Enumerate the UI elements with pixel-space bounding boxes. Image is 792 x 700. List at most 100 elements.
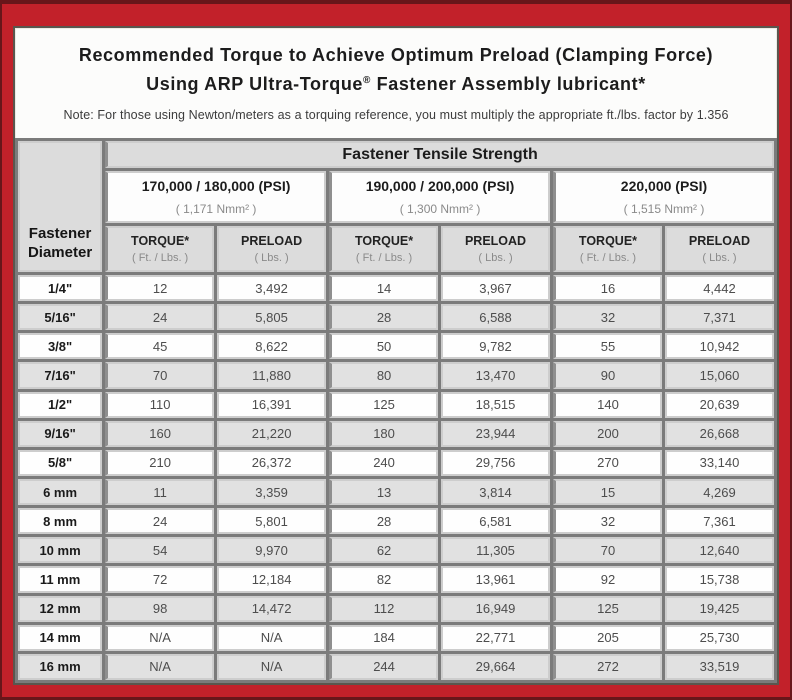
torque-cell: 82 [329,566,439,593]
table-row: 3/8" 45 8,622 50 9,782 55 10,942 [18,333,774,360]
torque-cell: 90 [553,362,662,389]
table-row: 7/16" 70 11,880 80 13,470 90 15,060 [18,362,774,389]
table-row: 12 mm 98 14,472 112 16,949 125 19,425 [18,595,774,622]
preload-units: ( Lbs. ) [702,252,737,264]
torque-cell: 12 [105,275,215,302]
torque-cell: N/A [105,624,215,651]
preload-cell: N/A [217,624,327,651]
preload-cell: 19,425 [664,595,774,622]
psi-label: 220,000 (PSI) [620,178,708,194]
diameter-cell: 1/4" [18,275,103,302]
header-row-tensile: Fastener Diameter Fastener Tensile Stren… [18,141,774,272]
torque-cell: 50 [329,333,439,360]
torque-label: TORQUE* [131,234,190,248]
diameter-cell: 12 mm [18,595,103,622]
preload-cell: 22,771 [441,624,550,651]
preload-units: ( Lbs. ) [478,252,513,264]
torque-cell: 72 [105,566,215,593]
torque-cell: 180 [329,420,439,447]
preload-cell: 8,622 [217,333,327,360]
preload-cell: 26,668 [664,420,774,447]
preload-cell: 3,359 [217,478,327,506]
preload-cell: 3,967 [441,275,550,302]
diameter-cell: 5/8" [18,449,103,476]
preload-column-header: PRELOAD ( Lbs. ) [441,226,550,272]
diameter-cell: 6 mm [18,478,103,506]
preload-cell: N/A [217,653,327,680]
torque-cell: 16 [553,275,662,302]
preload-cell: 18,515 [441,391,550,418]
table-row: 1/2" 110 16,391 125 18,515 140 20,639 [18,391,774,418]
nmm-label: ( 1,300 Nmm² ) [399,202,481,216]
preload-cell: 13,961 [441,566,550,593]
table-row: 6 mm 11 3,359 13 3,814 15 4,269 [18,478,774,506]
nmm-label: ( 1,515 Nmm² ) [623,202,705,216]
torque-cell: 32 [553,304,662,331]
preload-cell: 29,756 [441,449,550,476]
preload-cell: 16,949 [441,595,550,622]
torque-cell: 270 [553,449,662,476]
psi-group-220: 220,000 (PSI) ( 1,515 Nmm² ) [553,171,774,223]
preload-cell: 15,738 [664,566,774,593]
table-row: 11 mm 72 12,184 82 13,961 92 15,738 [18,566,774,593]
torque-cell: 205 [553,624,662,651]
diameter-cell: 3/8" [18,333,103,360]
preload-cell: 12,184 [217,566,327,593]
preload-cell: 9,970 [217,537,327,564]
torque-cell: 24 [105,304,215,331]
header-row-columns: TORQUE* ( Ft. / Lbs. ) PRELOAD ( Lbs. ) … [18,226,774,272]
torque-cell: 184 [329,624,439,651]
psi-label: 170,000 / 180,000 (PSI) [141,178,291,194]
diameter-cell: 10 mm [18,537,103,564]
preload-cell: 25,730 [664,624,774,651]
torque-cell: 32 [553,508,662,535]
torque-cell: 140 [553,391,662,418]
preload-cell: 9,782 [441,333,550,360]
preload-label: PRELOAD [241,234,303,248]
table-row: 5/16" 24 5,805 28 6,588 32 7,371 [18,304,774,331]
torque-column-header: TORQUE* ( Ft. / Lbs. ) [553,226,662,272]
preload-cell: 23,944 [441,420,550,447]
preload-cell: 7,371 [664,304,774,331]
torque-cell: 112 [329,595,439,622]
torque-column-header: TORQUE* ( Ft. / Lbs. ) [105,226,215,272]
table-row: 9/16" 160 21,220 180 23,944 200 26,668 [18,420,774,447]
torque-units: ( Ft. / Lbs. ) [131,252,189,264]
preload-column-header: PRELOAD ( Lbs. ) [664,226,774,272]
title-line2-pre: Using ARP Ultra-Torque [146,74,364,94]
torque-cell: 28 [329,508,439,535]
red-border-frame: Recommended Torque to Achieve Optimum Pr… [2,4,790,697]
preload-cell: 12,640 [664,537,774,564]
torque-cell: N/A [105,653,215,680]
preload-label: PRELOAD [688,234,751,248]
diameter-cell: 1/2" [18,391,103,418]
torque-cell: 11 [105,478,215,506]
torque-cell: 92 [553,566,662,593]
preload-cell: 11,880 [217,362,327,389]
preload-cell: 3,814 [441,478,550,506]
torque-units: ( Ft. / Lbs. ) [355,252,413,264]
torque-cell: 110 [105,391,215,418]
torque-cell: 13 [329,478,439,506]
torque-cell: 125 [329,391,439,418]
torque-cell: 125 [553,595,662,622]
torque-cell: 272 [553,653,662,680]
torque-cell: 244 [329,653,439,680]
torque-label: TORQUE* [578,234,638,248]
title-line2-post: Fastener Assembly lubricant* [371,74,646,94]
diameter-cell: 11 mm [18,566,103,593]
torque-cell: 70 [553,537,662,564]
torque-cell: 210 [105,449,215,476]
preload-cell: 21,220 [217,420,327,447]
table-row: 1/4" 12 3,492 14 3,967 16 4,442 [18,275,774,302]
registered-mark: ® [363,75,372,86]
table-row: 5/8" 210 26,372 240 29,756 270 33,140 [18,449,774,476]
psi-group-190: 190,000 / 200,000 (PSI) ( 1,300 Nmm² ) [329,171,550,223]
preload-cell: 4,269 [664,478,774,506]
torque-cell: 45 [105,333,215,360]
preload-cell: 3,492 [217,275,327,302]
torque-cell: 98 [105,595,215,622]
preload-cell: 13,470 [441,362,550,389]
table-row: 8 mm 24 5,801 28 6,581 32 7,361 [18,508,774,535]
nmm-label: ( 1,171 Nmm² ) [175,202,257,216]
